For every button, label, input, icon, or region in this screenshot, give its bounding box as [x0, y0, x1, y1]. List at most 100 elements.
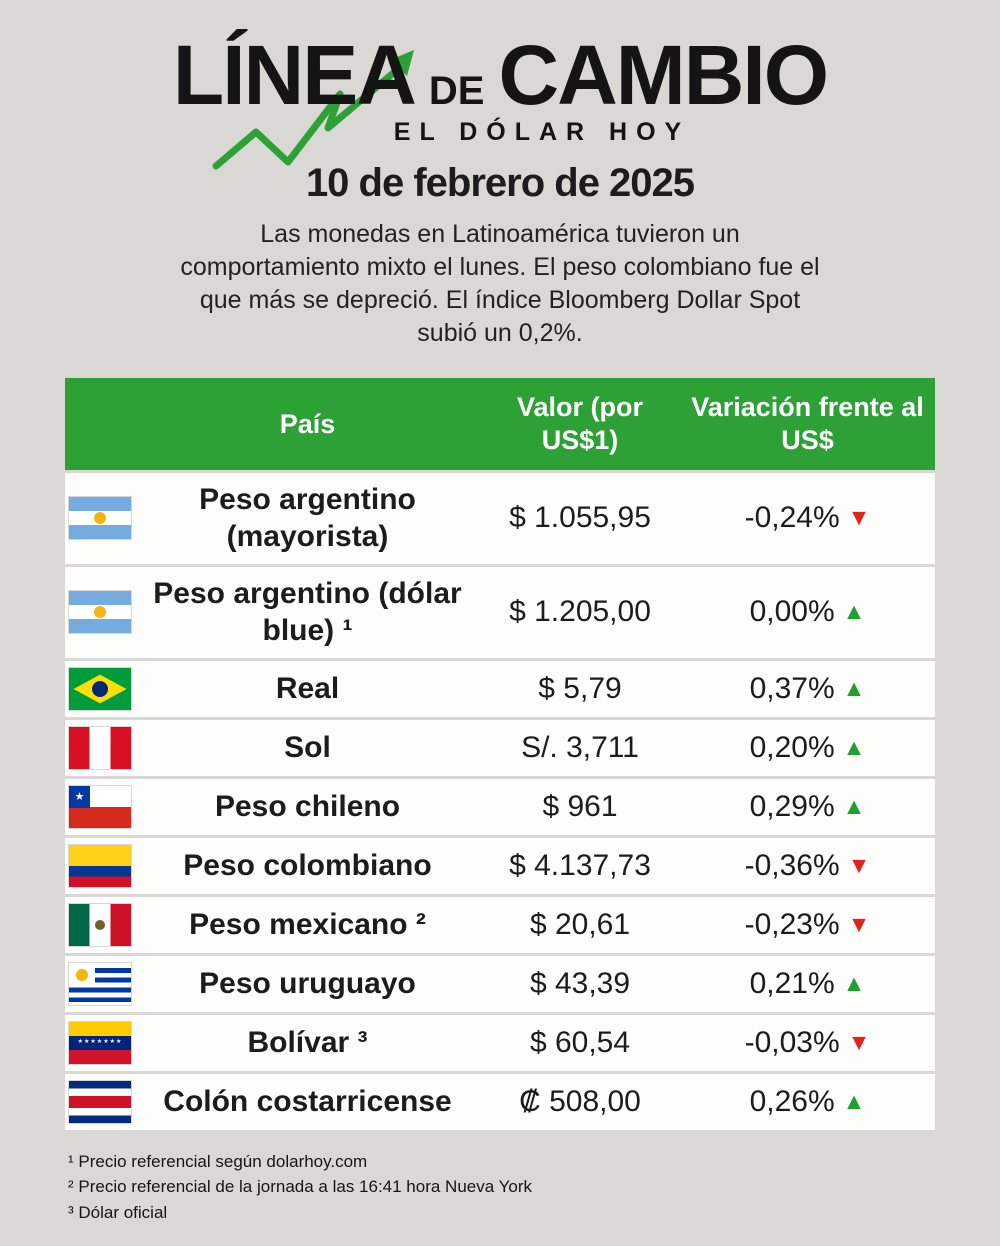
currency-variation: -0,36% ▼: [680, 843, 935, 889]
column-header-pais: País: [279, 408, 336, 439]
variation-text: -0,24%: [744, 501, 840, 535]
currency-value: $ 5,79: [538, 671, 622, 705]
currency-table: País Valor (por US$1) Variación frente a…: [65, 377, 935, 1133]
currency-value: $ 43,39: [529, 966, 631, 1000]
header: LÍNEA DE CAMBIO EL DÓLAR HOY 10 de febre…: [0, 0, 1000, 350]
flag-cell: [65, 1074, 135, 1130]
currency-name: Peso argentino (mayorista): [199, 482, 416, 554]
variation-text: 0,00%: [749, 595, 835, 629]
table-row: Real $ 5,79 0,37% ▲: [65, 660, 935, 720]
table-row: Peso mexicano ² $ 20,61 -0,23% ▼: [65, 896, 935, 956]
column-header-variacion: Variación frente al US$: [691, 392, 924, 455]
table-row: Bolívar ³ $ 60,54 -0,03% ▼: [65, 1014, 935, 1074]
currency-value: $ 1.055,95: [509, 501, 651, 535]
flag-cell: [65, 897, 135, 953]
currency-name: Colón costarricense: [163, 1085, 452, 1119]
currency-variation: -0,03% ▼: [680, 1020, 935, 1066]
logo-chart-line-icon: [212, 50, 414, 170]
currency-variation: 0,00% ▲: [680, 589, 935, 635]
variation-text: 0,29%: [749, 789, 835, 823]
flag-uruguay-icon: [68, 961, 132, 1006]
logo: LÍNEA DE CAMBIO EL DÓLAR HOY: [0, 28, 1000, 170]
table-row: Peso argentino (dólar blue) ¹ $ 1.205,00…: [65, 566, 935, 661]
flag-cell: [65, 720, 135, 776]
currency-name: Peso uruguayo: [199, 967, 416, 1001]
currency-variation: 0,29% ▲: [680, 784, 935, 830]
currency-variation: 0,21% ▲: [680, 961, 935, 1007]
currency-name: Bolívar ³: [247, 1026, 368, 1060]
table-header-row: País Valor (por US$1) Variación frente a…: [65, 377, 935, 473]
flag-cell: [65, 490, 135, 546]
currency-value: S/. 3,711: [521, 730, 639, 764]
table-body: Peso argentino (mayorista) $ 1.055,95 -0…: [65, 472, 935, 1133]
currency-value: $ 961: [542, 789, 618, 823]
flag-cell: [65, 661, 135, 717]
column-header-valor: Valor (por US$1): [516, 392, 644, 455]
logo-word-cambio: CAMBIO: [498, 28, 829, 122]
down-triangle-icon: ▼: [847, 1028, 871, 1055]
table-row: Colón costarricense ₡ 508,00 0,26% ▲: [65, 1073, 935, 1133]
intro-paragraph: Las monedas en Latinoamérica tuvieron un…: [180, 219, 820, 347]
currency-variation: 0,37% ▲: [680, 666, 935, 712]
flag-brazil-icon: [68, 666, 132, 711]
footnote-2: ² Precio referencial de la jornada a las…: [68, 1177, 533, 1197]
flag-cell: [65, 779, 135, 835]
variation-text: 0,26%: [749, 1084, 835, 1118]
flag-cell: [65, 838, 135, 894]
currency-name: Real: [275, 672, 340, 706]
currency-variation: -0,23% ▼: [680, 902, 935, 948]
flag-cell: [65, 1015, 135, 1071]
variation-text: 0,37%: [749, 671, 835, 705]
variation-text: -0,03%: [744, 1025, 840, 1059]
up-triangle-icon: ▲: [842, 733, 866, 760]
flag-chile-icon: [68, 784, 132, 829]
up-triangle-icon: ▲: [842, 969, 866, 996]
flag-cell: [65, 584, 135, 640]
currency-variation: -0,24% ▼: [680, 495, 935, 541]
currency-variation: 0,26% ▲: [680, 1079, 935, 1125]
up-triangle-icon: ▲: [842, 598, 866, 625]
flag-colombia-icon: [68, 843, 132, 888]
footnote-3: ³ Dólar oficial: [68, 1202, 168, 1222]
footnotes: ¹ Precio referencial según dolarhoy.com …: [68, 1149, 932, 1226]
table-row: Peso chileno $ 961 0,29% ▲: [65, 778, 935, 838]
table-row: Peso uruguayo $ 43,39 0,21% ▲: [65, 955, 935, 1015]
down-triangle-icon: ▼: [847, 910, 871, 937]
footnote-1: ¹ Precio referencial según dolarhoy.com: [68, 1151, 368, 1171]
header-flag-spacer: [65, 416, 135, 432]
flag-argentina-icon: [68, 496, 132, 541]
currency-value: $ 1.205,00: [509, 595, 651, 629]
currency-value: ₡ 508,00: [519, 1084, 641, 1118]
logo-subtitle: EL DÓLAR HOY: [393, 117, 691, 146]
currency-name: Peso argentino (dólar blue) ¹: [153, 576, 462, 648]
flag-venezuela-icon: [68, 1020, 132, 1065]
flag-mexico-icon: [68, 902, 132, 947]
currency-name: Peso mexicano ²: [189, 908, 426, 942]
table-row: Peso colombiano $ 4.137,73 -0,36% ▼: [65, 837, 935, 897]
currency-value: $ 20,61: [529, 907, 631, 941]
table-row: Sol S/. 3,711 0,20% ▲: [65, 719, 935, 779]
date-heading: 10 de febrero de 2025: [305, 160, 695, 205]
variation-text: 0,21%: [749, 966, 835, 1000]
flag-peru-icon: [68, 725, 132, 770]
down-triangle-icon: ▼: [847, 504, 871, 531]
variation-text: 0,20%: [749, 730, 835, 764]
currency-name: Peso colombiano: [183, 849, 432, 883]
table-row: Peso argentino (mayorista) $ 1.055,95 -0…: [65, 472, 935, 567]
currency-value: $ 60,54: [529, 1025, 631, 1059]
variation-text: -0,23%: [744, 907, 840, 941]
logo-word-de: DE: [428, 69, 485, 113]
up-triangle-icon: ▲: [842, 792, 866, 819]
down-triangle-icon: ▼: [847, 851, 871, 878]
flag-cell: [65, 956, 135, 1012]
up-triangle-icon: ▲: [842, 674, 866, 701]
variation-text: -0,36%: [744, 848, 840, 882]
currency-name: Sol: [284, 731, 331, 765]
currency-name: Peso chileno: [214, 790, 401, 824]
currency-variation: 0,20% ▲: [680, 725, 935, 771]
logo-word-linea: LÍNEA: [172, 28, 417, 122]
up-triangle-icon: ▲: [842, 1087, 866, 1114]
flag-argentina-icon: [68, 590, 132, 635]
flag-costa-rica-icon: [68, 1079, 132, 1124]
